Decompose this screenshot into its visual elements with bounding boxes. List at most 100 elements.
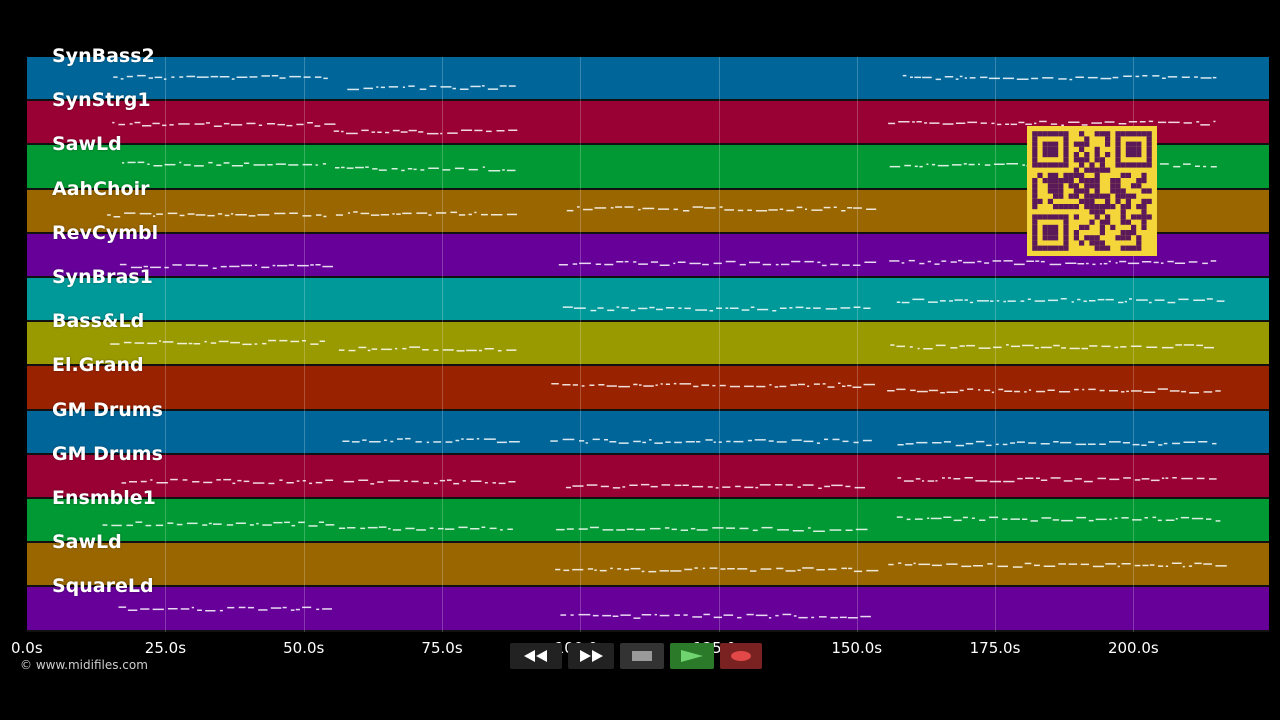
note (566, 209, 574, 211)
note (1196, 344, 1203, 347)
note (153, 165, 163, 167)
note (333, 130, 340, 133)
note (482, 166, 485, 169)
note (664, 527, 670, 529)
note (442, 169, 451, 171)
note (177, 342, 187, 345)
note (950, 347, 958, 349)
note (802, 484, 814, 486)
note (904, 564, 913, 566)
track-lane (27, 366, 1269, 411)
note (489, 527, 497, 530)
note (129, 123, 133, 125)
note (1007, 300, 1016, 302)
note (1121, 391, 1125, 393)
note (604, 438, 608, 441)
note (1088, 443, 1096, 445)
note (429, 527, 434, 529)
note (1126, 390, 1129, 393)
note (197, 609, 202, 612)
note (219, 76, 230, 78)
note (979, 519, 986, 521)
rewind-button[interactable] (510, 643, 562, 669)
note (562, 306, 573, 308)
note (466, 438, 474, 440)
note (693, 386, 699, 388)
note (906, 518, 911, 521)
play-button[interactable] (670, 643, 714, 669)
fast-forward-button[interactable] (568, 643, 614, 669)
note (1146, 346, 1158, 349)
note (863, 384, 875, 386)
note (454, 167, 465, 170)
note (428, 167, 439, 170)
track-lane (27, 57, 1269, 102)
note (776, 440, 787, 443)
note (674, 441, 682, 443)
note (910, 76, 913, 78)
note (195, 213, 206, 216)
note (842, 385, 846, 388)
note (951, 164, 962, 166)
note (785, 570, 796, 572)
note (572, 569, 584, 571)
note (673, 262, 676, 264)
note (140, 608, 150, 611)
track-label: Bass&Ld (52, 310, 145, 333)
note (210, 75, 219, 78)
note (318, 521, 324, 523)
note (943, 516, 952, 518)
note (1203, 391, 1213, 394)
note (1134, 564, 1141, 567)
note (1144, 517, 1148, 519)
note (139, 212, 152, 214)
note (1128, 121, 1138, 123)
note (1034, 347, 1039, 349)
note (572, 485, 584, 487)
stop-icon (632, 651, 652, 661)
note (484, 348, 494, 350)
note (782, 614, 792, 616)
note (910, 389, 916, 392)
note (456, 350, 465, 352)
note (958, 259, 962, 262)
note (761, 526, 773, 529)
note (1058, 563, 1066, 565)
note (127, 609, 138, 612)
note (997, 565, 1008, 568)
note (388, 86, 399, 88)
note (1121, 563, 1131, 565)
note (466, 349, 477, 352)
note (347, 211, 350, 214)
note (610, 567, 613, 570)
time-tick-label: 0.0s (11, 639, 43, 657)
note (1080, 563, 1089, 566)
note (599, 570, 607, 572)
note (323, 215, 327, 217)
note (1024, 391, 1027, 393)
note (381, 348, 392, 351)
note (621, 307, 629, 309)
note (433, 482, 438, 484)
stop-button[interactable] (620, 643, 664, 669)
note (135, 521, 143, 523)
note (741, 309, 750, 311)
note (1040, 260, 1045, 263)
note (307, 122, 313, 124)
note (901, 261, 905, 264)
note (1130, 345, 1142, 348)
note (744, 385, 754, 388)
note (841, 567, 847, 570)
note (660, 383, 663, 386)
note (204, 341, 207, 343)
note (595, 263, 601, 265)
note (685, 440, 695, 443)
note (1035, 260, 1040, 262)
note (817, 261, 821, 263)
note (704, 206, 716, 209)
note (804, 260, 814, 263)
record-button[interactable] (720, 643, 762, 669)
note (506, 213, 517, 215)
note (913, 562, 916, 565)
note (609, 440, 617, 443)
